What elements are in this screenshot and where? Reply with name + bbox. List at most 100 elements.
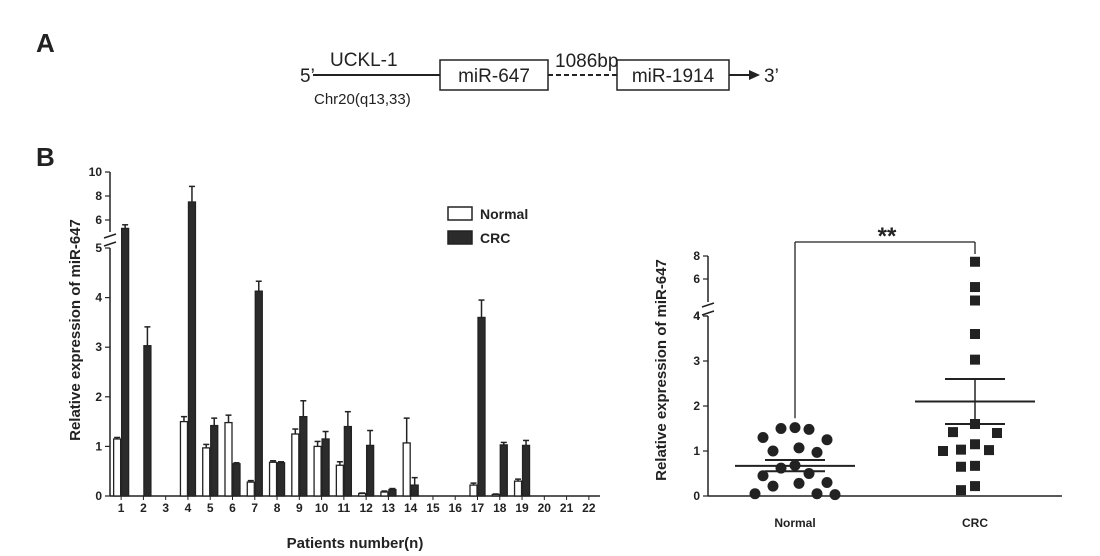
bar-x-tick-label: 4: [185, 501, 192, 515]
bar-crc: [299, 415, 308, 497]
bar-crc: [499, 444, 508, 497]
dot-axis-break-mark: [701, 310, 715, 316]
dot-y-tick-label: 8: [693, 249, 700, 263]
bar-x-tick-label: 10: [315, 501, 329, 515]
bar-normal: [179, 420, 189, 497]
normal-point: [749, 488, 761, 500]
bar-y-tick-label: 5: [95, 241, 102, 255]
panel-b-label: B: [36, 142, 55, 172]
bar-x-tick-label: 19: [515, 501, 529, 515]
bar-y-tick-label: 4: [95, 291, 102, 305]
bar-x-tick-label: 12: [359, 501, 373, 515]
normal-point: [793, 477, 805, 489]
crc-point: [970, 439, 980, 450]
normal-point: [803, 423, 815, 435]
crc-point: [948, 427, 958, 438]
bar-normal: [313, 445, 322, 497]
dot-axis-break-mark: [701, 302, 715, 308]
bar-crc: [343, 425, 353, 497]
bar-normal: [291, 433, 300, 497]
bar-normal: [246, 481, 255, 497]
bar-crc: [321, 438, 330, 497]
bar-x-tick-label: 15: [426, 501, 440, 515]
bar-crc: [410, 484, 419, 497]
dot-x-tick-label: CRC: [962, 516, 988, 530]
normal-point: [767, 480, 779, 492]
normal-point: [757, 470, 769, 482]
bar-y-tick-label: 3: [95, 340, 102, 354]
bar-normal: [268, 461, 278, 497]
bar-crc: [120, 227, 130, 497]
legend-crc-swatch: [447, 230, 473, 245]
dot-y-tick-label: 6: [693, 272, 700, 286]
bar-crc: [143, 345, 152, 497]
bar-normal: [202, 447, 211, 497]
crc-point: [956, 485, 966, 496]
dot-plot: Relative expression of miR-647 01234468N…: [653, 223, 1062, 530]
crc-point: [970, 329, 980, 339]
bar-crc: [276, 462, 286, 497]
gap-label: 1086bp: [555, 51, 618, 72]
bar-marks: [112, 185, 531, 497]
bar-y-tick-label: 10: [89, 165, 103, 179]
bar-x-tick-label: 2: [140, 501, 147, 515]
bar-normal: [224, 421, 233, 497]
normal-point: [789, 422, 801, 434]
crc-point: [970, 256, 980, 267]
significance-label: **: [878, 223, 897, 250]
crc-point: [970, 481, 980, 492]
bar-chart: Relative expression of miR-647 Patients …: [67, 165, 600, 552]
crc-point: [992, 428, 1002, 438]
bar-x-tick-label: 16: [449, 501, 463, 515]
bar-normal: [513, 480, 523, 497]
bar-axis-break-mark: [103, 241, 117, 247]
normal-point: [829, 489, 841, 501]
mir-647-label: miR-647: [458, 66, 530, 87]
normal-point: [821, 434, 833, 446]
crc-point: [938, 446, 948, 456]
normal-point: [821, 477, 833, 488]
bar-y-tick-label: 8: [95, 189, 102, 203]
normal-point: [803, 468, 815, 479]
normal-point: [811, 488, 823, 500]
bar-x-tick-label: 7: [251, 501, 258, 515]
bar-axis-break-mark: [103, 233, 117, 239]
dot-x-tick-label: Normal: [774, 516, 815, 530]
bar-x-tick-label: 21: [560, 501, 574, 515]
dot-y-tick-label: 1: [693, 444, 700, 458]
bar-legend: Normal CRC: [447, 206, 528, 246]
mir-1914-label: miR-1914: [632, 66, 715, 87]
bar-x-tick-label: 18: [493, 501, 507, 515]
legend-crc-label: CRC: [480, 230, 510, 246]
bar-x-tick-label: 14: [404, 501, 418, 515]
dot-y-tick-label: 0: [693, 489, 700, 503]
bar-normal: [112, 438, 122, 497]
bar-crc: [477, 316, 486, 497]
dot-y-tick-label: 4: [693, 309, 700, 323]
bar-x-tick-label: 1: [118, 501, 125, 515]
bar-normal: [380, 491, 389, 497]
crc-point: [970, 282, 980, 293]
bar-crc: [187, 201, 197, 497]
bar-normal: [335, 464, 345, 497]
crc-point: [984, 445, 994, 456]
panel-a-label: A: [36, 28, 55, 58]
bar-y-tick-label: 2: [95, 390, 102, 404]
dot-y-tick-label: 3: [693, 354, 700, 368]
normal-point: [767, 445, 779, 457]
crc-point: [970, 460, 980, 471]
bar-x-tick-label: 3: [162, 501, 169, 515]
five-prime-label: 5’: [300, 66, 315, 87]
gene-map: 5’ UCKL-1 Chr20(q13,33) miR-647 1086bp m…: [300, 50, 779, 108]
bar-y-tick-label: 0: [95, 489, 102, 503]
bar-x-tick-label: 6: [229, 501, 236, 515]
bar-x-tick-label: 22: [582, 501, 596, 515]
bar-x-axis-title: Patients number(n): [287, 535, 424, 552]
three-prime-label: 3’: [764, 66, 779, 87]
bar-x-tick-label: 9: [296, 501, 303, 515]
bar-crc: [210, 424, 219, 497]
